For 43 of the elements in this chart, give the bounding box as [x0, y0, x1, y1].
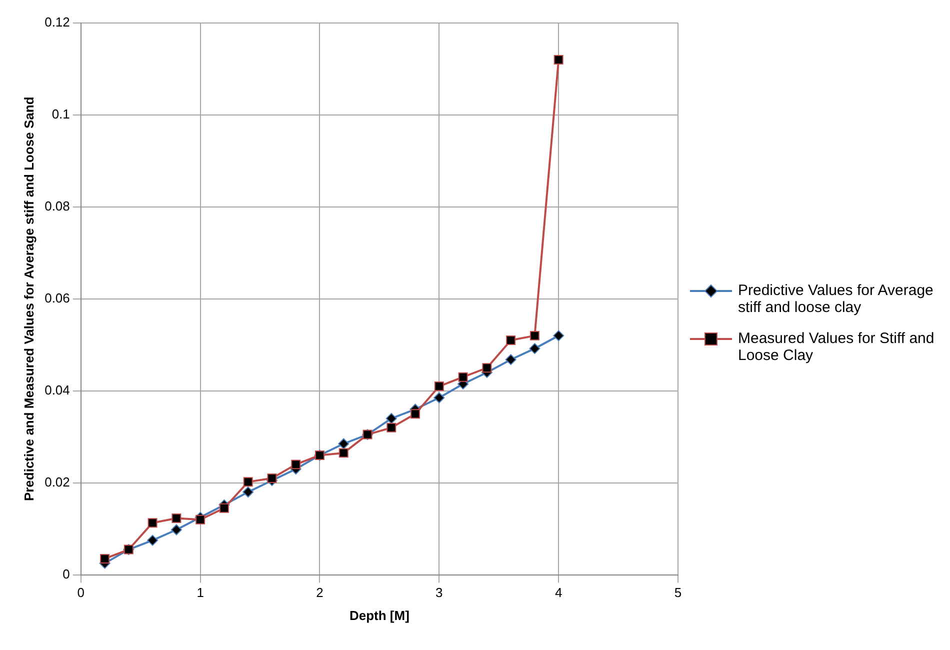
point [529, 343, 540, 354]
legend-label: Measured Values for Stiff and Loose Clay [738, 330, 936, 364]
y-tick-label: 0.06 [44, 290, 70, 306]
point [338, 448, 348, 458]
x-tick-label: 3 [436, 585, 443, 600]
point [386, 412, 397, 424]
point [100, 554, 110, 564]
point [482, 363, 492, 373]
point [434, 382, 444, 392]
point [434, 392, 445, 404]
point [386, 422, 396, 432]
point [506, 336, 516, 346]
point [530, 330, 540, 340]
x-tick-label: 1 [196, 585, 204, 600]
y-tick-label: 0.12 [44, 14, 70, 30]
x-tick-label: 2 [316, 585, 324, 600]
y-axis-title: Predictive and Measured Values for Average stiff and Loose Sand [21, 96, 36, 502]
point [553, 330, 564, 342]
point [148, 518, 158, 528]
y-tick-label: 0.02 [44, 474, 70, 490]
point [338, 438, 350, 450]
x-tick-label: 5 [674, 585, 682, 600]
y-tick-label: 0.08 [44, 198, 70, 214]
point [170, 524, 182, 536]
x-tick-label: 0 [77, 585, 85, 600]
point [505, 354, 516, 366]
point [267, 473, 277, 483]
point [219, 503, 229, 513]
x-axis-title: Depth [M] [349, 608, 410, 623]
point [147, 534, 158, 546]
y-tick-label: 0.1 [52, 106, 70, 122]
y-tick-label: 0.04 [44, 382, 70, 398]
point [458, 372, 468, 382]
point [291, 460, 301, 470]
legend-label: Predictive Values for Average stiff and loose clay [738, 282, 934, 316]
point [196, 514, 206, 524]
point [410, 409, 420, 419]
x-tick-label: 4 [554, 585, 562, 600]
point [554, 55, 564, 65]
point [242, 486, 254, 498]
point [172, 514, 182, 523]
point [243, 477, 253, 487]
y-tick-label: 0 [62, 566, 70, 582]
